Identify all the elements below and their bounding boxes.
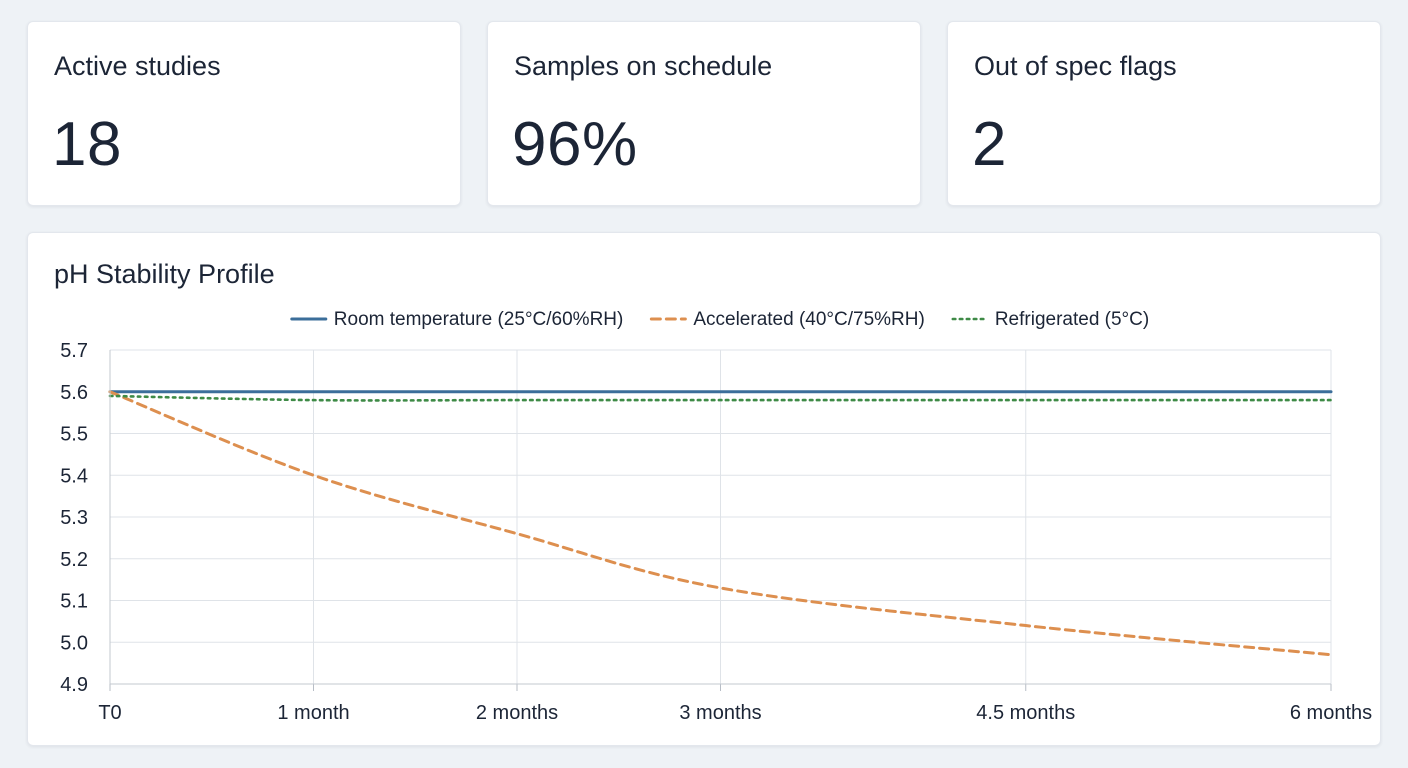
y-tick-label: 5.7 [60, 340, 88, 362]
chart-title: pH Stability Profile [54, 259, 275, 289]
kpi-label: Active studies [54, 51, 221, 81]
kpi-label: Out of spec flags [974, 51, 1177, 81]
x-tick-label: 4.5 months [976, 702, 1075, 724]
y-tick-label: 5.3 [60, 507, 88, 529]
kpi-value: 2 [972, 110, 1007, 179]
kpi-card-active-studies: Active studies 18 [27, 21, 461, 206]
x-tick-label: T0 [98, 702, 121, 724]
kpi-value: 18 [52, 110, 122, 179]
ph-stability-chart: Room temperature (25°C/60%RH) Accelerated… [60, 309, 1372, 724]
x-tick-label: 6 months [1290, 702, 1372, 724]
kpi-card-samples-on-schedule: Samples on schedule 96% [487, 21, 921, 206]
y-tick-label: 5.1 [60, 591, 88, 613]
kpi-card-out-of-spec-flags: Out of spec flags 2 [947, 21, 1381, 206]
legend-label[interactable]: Room temperature (25°C/60%RH) [334, 309, 624, 330]
kpi-value: 96% [512, 110, 638, 179]
y-tick-label: 5.5 [60, 424, 88, 446]
series-line-2 [108, 390, 1333, 657]
legend-label[interactable]: Refrigerated (5°C) [995, 309, 1149, 330]
chart-card: pH Stability Profile Room temperature (2… [27, 232, 1381, 746]
x-tick-label: 2 months [476, 702, 558, 724]
y-tick-label: 4.9 [60, 674, 88, 696]
y-tick-label: 5.6 [60, 382, 88, 404]
x-tick-label: 3 months [679, 702, 761, 724]
x-tick-label: 1 month [277, 702, 349, 724]
kpi-label: Samples on schedule [514, 51, 773, 81]
y-tick-label: 5.0 [60, 632, 88, 654]
series-line-3 [108, 394, 1333, 402]
legend-label[interactable]: Accelerated (40°C/75%RH) [693, 309, 924, 330]
y-tick-label: 5.4 [60, 465, 88, 487]
y-tick-label: 5.2 [60, 549, 88, 571]
